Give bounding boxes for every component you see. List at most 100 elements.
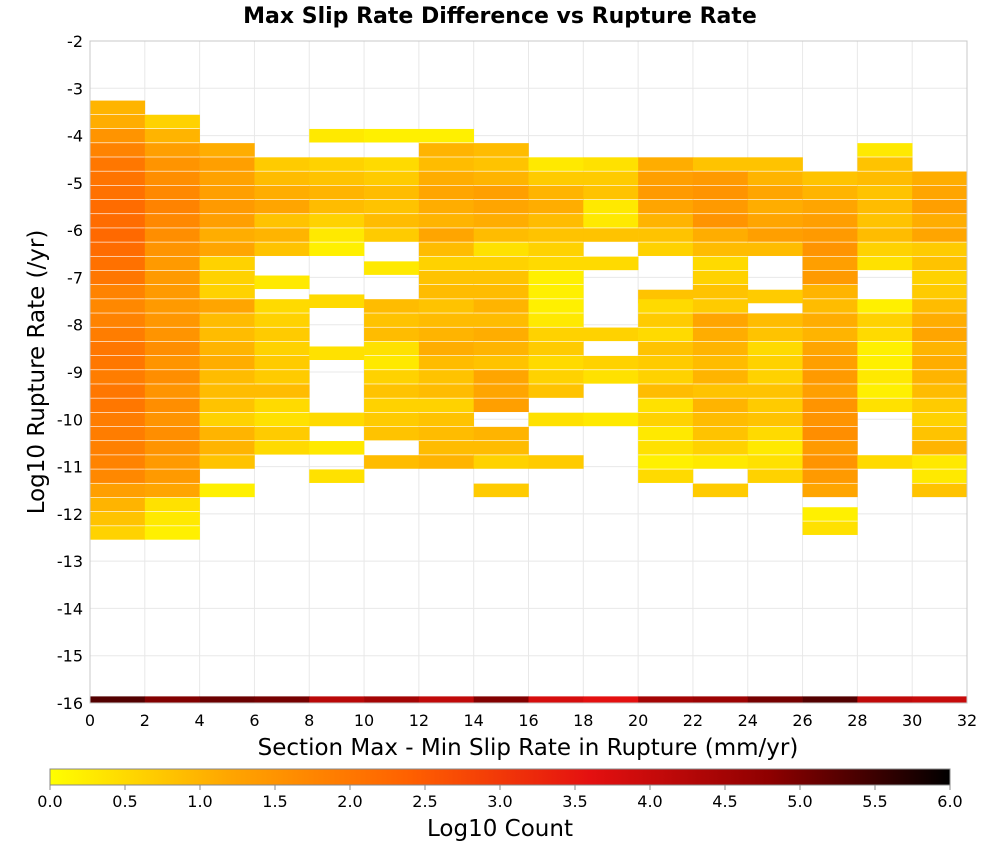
heatmap-cell [747, 214, 803, 228]
y-tick-label: -8 [67, 316, 83, 335]
heatmap-cell [912, 455, 968, 469]
heatmap-cell [473, 214, 529, 228]
heatmap-cell [692, 284, 749, 299]
heatmap-cell [418, 341, 474, 356]
heatmap-cell [473, 143, 529, 157]
heatmap-cell [692, 270, 749, 285]
heatmap-cell [199, 441, 255, 455]
heatmap-cell [528, 270, 584, 285]
heatmap-cell [254, 384, 310, 398]
heatmap-cell [473, 327, 529, 342]
heatmap-cell [364, 341, 420, 356]
x-tick-label: 0 [85, 711, 95, 730]
heatmap-cell [364, 199, 420, 214]
heatmap-cell [254, 299, 310, 313]
heatmap-cell [418, 441, 474, 455]
heatmap-cell [144, 384, 200, 398]
heatmap-cell [638, 327, 694, 342]
colorbar-tick-label: 1.0 [187, 792, 212, 811]
heatmap-cell [418, 199, 474, 214]
heatmap-cell [473, 284, 529, 299]
heatmap-cell [528, 355, 584, 370]
heatmap-cell [528, 412, 584, 427]
heatmap-cell [418, 143, 474, 157]
heatmap-cell [528, 370, 584, 384]
y-tick-label: -13 [57, 552, 83, 571]
heatmap-cell [802, 355, 858, 370]
y-tick-label: -2 [67, 32, 83, 51]
colorbar-tick-label: 3.0 [487, 792, 512, 811]
heatmap-cell [692, 455, 749, 469]
colorbar-tick-label: 4.0 [637, 792, 662, 811]
heatmap-cell [912, 441, 968, 455]
heatmap-cell [254, 441, 310, 455]
colorbar-label: Log10 Count [427, 816, 573, 842]
heatmap-cell [364, 384, 420, 398]
heatmap-cell [90, 370, 146, 384]
heatmap-cell [144, 497, 200, 512]
heatmap-cell [857, 341, 913, 356]
heatmap-cell [912, 214, 968, 228]
heatmap-cell [418, 355, 474, 370]
heatmap-cell [747, 171, 803, 186]
heatmap-cell [692, 171, 749, 186]
heatmap-cell [418, 228, 474, 242]
heatmap-cell [692, 483, 749, 498]
heatmap-cell [583, 171, 639, 186]
heatmap-cell-bottom [583, 696, 639, 703]
heatmap-cell [199, 256, 255, 271]
heatmap-cell [90, 199, 146, 214]
heatmap-cell [144, 256, 200, 271]
heatmap-cell [638, 355, 694, 370]
heatmap-cell [747, 455, 803, 469]
heatmap-cell [912, 370, 968, 384]
x-tick-label: 8 [304, 711, 314, 730]
heatmap-cell [309, 214, 365, 228]
heatmap-cell [802, 214, 858, 228]
heatmap-cell [199, 199, 255, 214]
heatmap-cell [692, 398, 749, 413]
heatmap-cell [473, 242, 529, 256]
heatmap-cell [912, 483, 968, 498]
heatmap-cell [90, 313, 146, 327]
heatmap-cell [144, 441, 200, 455]
heatmap-cell [912, 313, 968, 327]
heatmap-cell [90, 455, 146, 469]
heatmap-cell [747, 469, 803, 483]
heatmap-cell [528, 228, 584, 242]
heatmap-cell [90, 511, 146, 526]
colorbar-tick-label: 5.5 [862, 792, 887, 811]
heatmap-cell [90, 284, 146, 299]
heatmap-cell [528, 242, 584, 256]
heatmap-cell [583, 199, 639, 214]
heatmap-cell-bottom [254, 696, 310, 703]
y-tick-label: -12 [57, 505, 83, 524]
heatmap-cell-bottom [802, 696, 858, 703]
heatmap-cell [692, 299, 749, 313]
heatmap-cell [583, 355, 639, 370]
heatmap-cell [199, 327, 255, 342]
heatmap-cell [144, 412, 200, 427]
heatmap-cell [473, 398, 529, 413]
heatmap-cell [309, 412, 365, 427]
heatmap-cell [418, 242, 474, 256]
heatmap-cell [254, 313, 310, 327]
heatmap-cell-bottom [747, 696, 803, 703]
heatmap-cell [144, 157, 200, 171]
heatmap-cell [144, 214, 200, 228]
heatmap-cell [747, 199, 803, 214]
heatmap-cell [692, 426, 749, 441]
heatmap-cell [912, 228, 968, 242]
heatmap-cell [254, 157, 310, 171]
heatmap-cell [309, 185, 365, 200]
y-axis-ticks: -2 -3 -4 -5 -6 -7 -8 -9 -10 -11 -12 -13 -14 -15 -16 [57, 32, 83, 713]
y-tick-label: -3 [67, 79, 83, 98]
y-tick-label: -6 [67, 221, 83, 240]
heatmap-cell [638, 199, 694, 214]
heatmap-cell [144, 327, 200, 342]
heatmap-cell [418, 256, 474, 271]
heatmap-cell [199, 355, 255, 370]
heatmap-cell [692, 327, 749, 342]
heatmap-cell [418, 214, 474, 228]
heatmap-cell [802, 398, 858, 413]
